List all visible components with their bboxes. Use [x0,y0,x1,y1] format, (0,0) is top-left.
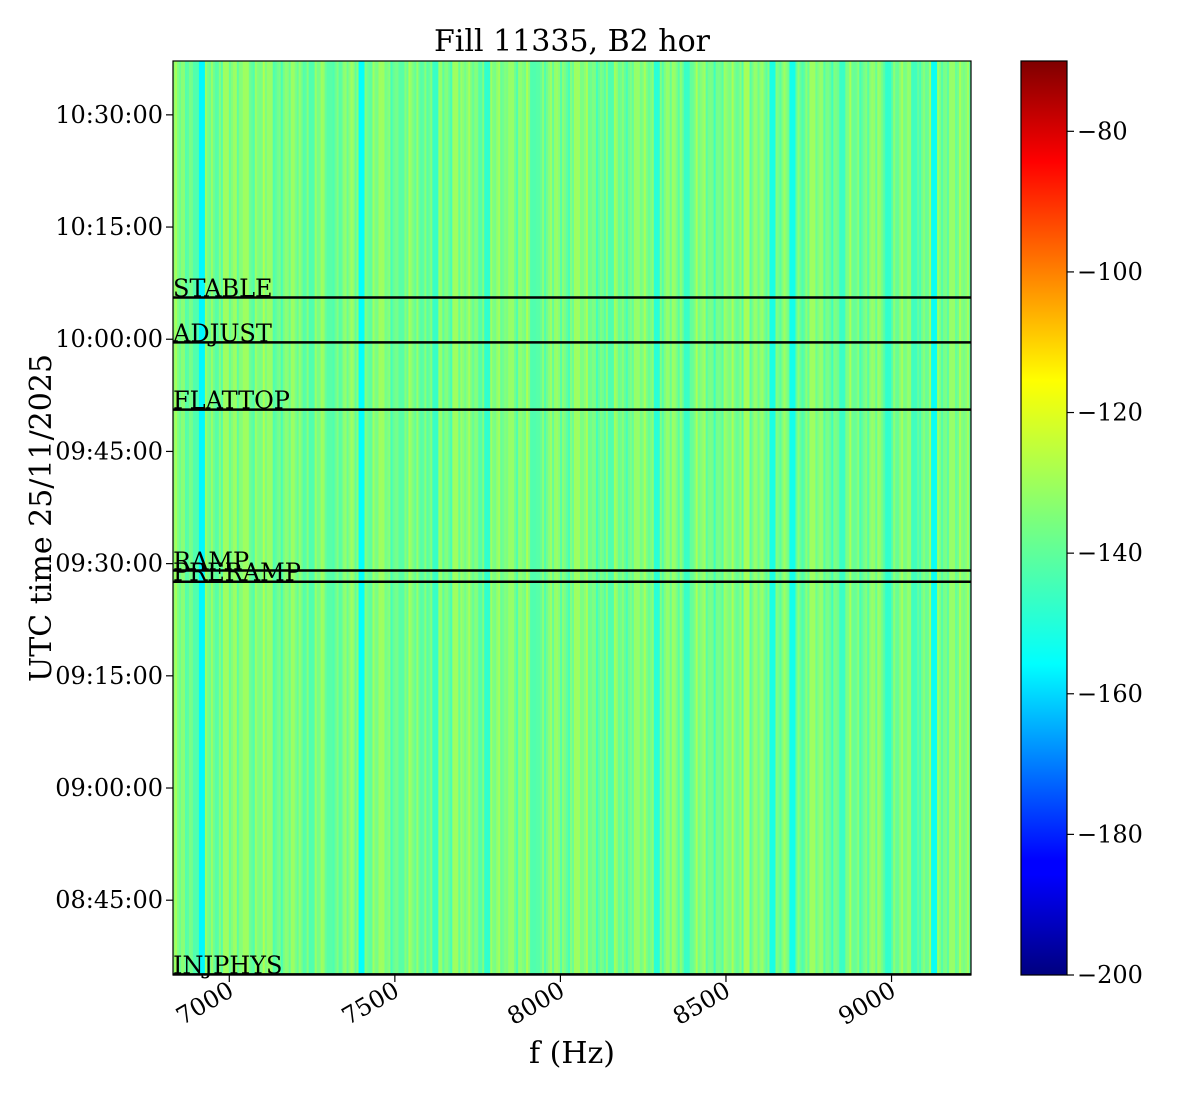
x-axis: 7000 7500 8000 8500 9000 [171,975,900,1031]
x-tick-label: 8500 [668,976,735,1031]
y-tick-label: 09:45:00 [55,437,163,465]
chart-title: Fill 11335, B2 hor [434,24,711,59]
colorbar-axis: −80 −100 −120 −140 −160 −180 −200 [1067,117,1143,989]
y-tick-label: 09:30:00 [55,550,163,578]
y-tick-label: 10:30:00 [55,101,163,129]
x-axis-label: f (Hz) [529,1036,615,1071]
colorbar-tick-label: −100 [1077,258,1143,286]
y-tick-label: 10:15:00 [55,213,163,241]
event-label: RAMP [173,547,249,575]
event-label: ADJUST [172,319,272,347]
x-tick-label: 8000 [503,976,570,1031]
x-tick-label: 7000 [171,976,238,1031]
x-tick-label: 7500 [337,976,404,1031]
colorbar-tick-label: −140 [1077,539,1143,567]
colorbar-tick-label: −80 [1077,117,1128,145]
event-label: STABLE [173,274,273,302]
y-tick-label: 09:15:00 [55,662,163,690]
colorbar-tick-label: −160 [1077,680,1143,708]
colorbar-tick-label: −200 [1077,961,1143,989]
colorbar-tick-label: −180 [1077,820,1143,848]
y-tick-label: 10:00:00 [55,325,163,353]
y-axis: 08:45:00 09:00:00 09:15:00 09:30:00 09:45:00… [55,101,173,914]
y-tick-label: 09:00:00 [55,774,163,802]
x-tick-label: 9000 [834,976,901,1031]
colorbar-tick-label: −120 [1077,399,1143,427]
y-axis-label: UTC time 25/11/2025 [24,354,59,682]
y-tick-label: 08:45:00 [55,886,163,914]
event-label: FLATTOP [173,387,290,415]
heatmap-area [173,61,971,975]
colorbar [1021,61,1067,975]
